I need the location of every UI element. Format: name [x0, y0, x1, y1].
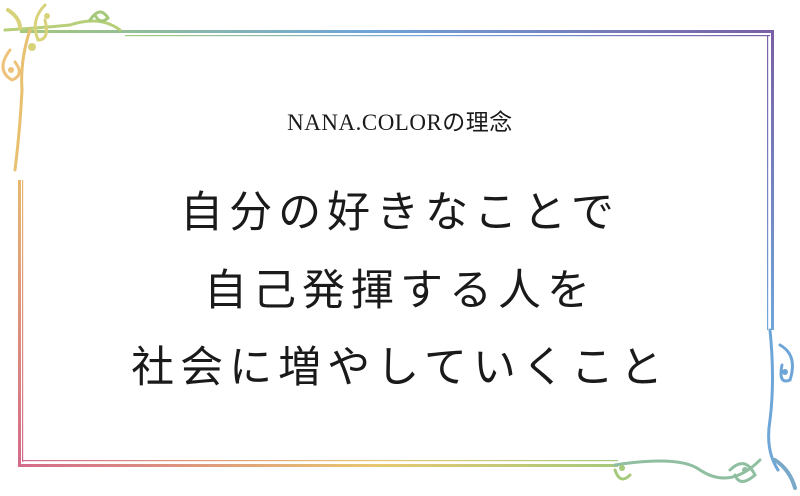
subtitle: NANA.COLORの理念: [287, 110, 513, 135]
flourish-bottom-right-icon: [613, 328, 797, 490]
headline-line-3: 社会に増やしていくこと: [131, 343, 669, 393]
flourish-top-left-icon: [1, 3, 122, 172]
headline-line-1: 自分の好きなことで: [180, 188, 620, 238]
headline-line-2: 自己発揮する人を: [204, 266, 596, 316]
frame-lines: [18, 30, 774, 467]
